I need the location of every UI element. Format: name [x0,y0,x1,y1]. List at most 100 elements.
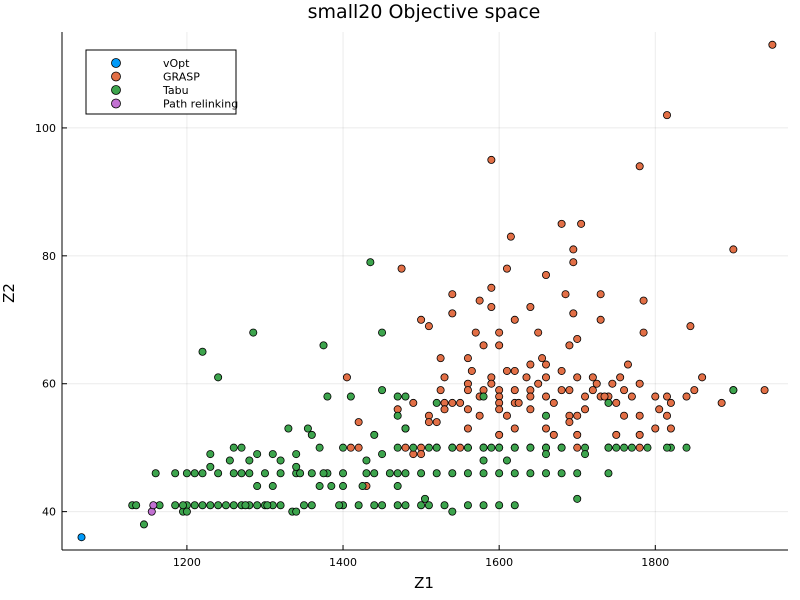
data-point [440,501,449,510]
data-point [409,443,418,452]
data-point [635,411,644,420]
data-point [487,302,496,311]
data-point [182,469,191,478]
data-point [463,354,472,363]
data-point [600,392,609,401]
data-points [77,40,777,542]
data-point [456,398,465,407]
data-point [729,386,738,395]
data-point [432,398,441,407]
data-point [549,398,558,407]
data-point [77,533,86,542]
data-point [479,469,488,478]
data-point [510,386,519,395]
data-point [456,443,465,452]
legend-label: Tabu [162,84,189,97]
data-point [303,424,312,433]
data-point [495,469,504,478]
data-point [479,456,488,465]
y-tick-label: 40 [42,506,56,519]
data-point [565,386,574,395]
data-point [448,443,457,452]
data-point [510,315,519,324]
data-point [171,501,180,510]
data-point [335,501,344,510]
data-point [663,443,672,452]
data-point [651,424,660,433]
data-point [292,507,301,516]
data-point [237,443,246,452]
axes: 1200 1400 1600 1800 40 60 80 100 [35,32,788,569]
series-2 [128,258,738,529]
data-point [346,443,355,452]
data-point [299,501,308,510]
data-point [463,501,472,510]
data-point [448,290,457,299]
data-point [495,405,504,414]
x-tick-label: 1200 [173,556,201,569]
data-point [463,386,472,395]
data-point [655,405,664,414]
data-point [440,373,449,382]
data-point [448,507,457,516]
legend-marker [111,98,121,109]
data-point [487,283,496,292]
data-point [557,469,566,478]
data-point [510,424,519,433]
data-point [139,520,148,529]
data-point [467,366,476,375]
data-point [542,373,551,382]
data-point [393,482,402,491]
data-point [596,290,605,299]
data-point [221,501,230,510]
data-point [569,245,578,254]
data-point [510,501,519,510]
data-point [623,360,632,369]
data-point [612,430,621,439]
data-point [424,418,433,427]
data-point [397,264,406,273]
data-point [339,482,348,491]
data-point [339,443,348,452]
data-point [573,334,582,343]
data-point [522,373,531,382]
data-point [448,398,457,407]
data-point [409,398,418,407]
data-point [475,296,484,305]
data-point [534,379,543,388]
data-point [263,501,272,510]
data-point [495,501,504,510]
data-point [573,430,582,439]
data-point [206,450,215,459]
data-point [358,482,367,491]
data-point [249,328,258,337]
series-3 [147,501,158,516]
x-tick-label: 1400 [329,556,357,569]
data-point [436,354,445,363]
data-point [463,443,472,452]
data-point [401,469,410,478]
data-point [495,443,504,452]
data-point [198,469,207,478]
data-point [549,430,558,439]
data-point [149,501,158,510]
data-point [393,501,402,510]
data-point [132,501,141,510]
data-point [573,411,582,420]
data-point [327,482,336,491]
data-point [393,443,402,452]
data-point [225,456,234,465]
data-point [604,443,613,452]
data-point [760,386,769,395]
data-point [604,398,613,407]
legend-box [85,49,237,115]
data-point [592,379,601,388]
data-point [557,366,566,375]
data-point [401,501,410,510]
data-point [339,469,348,478]
data-point [378,450,387,459]
data-point [651,392,660,401]
data-point [666,424,675,433]
data-point [663,411,672,420]
data-point [245,456,254,465]
